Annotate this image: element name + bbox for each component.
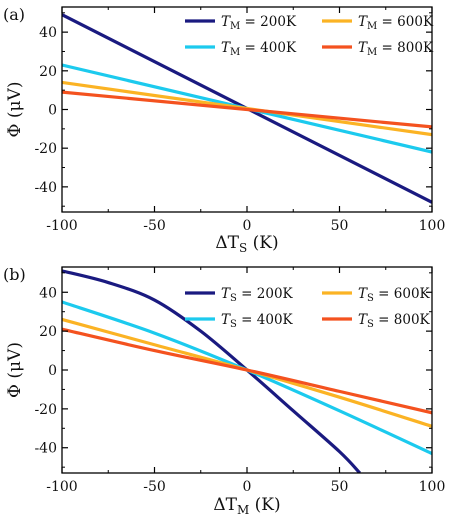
panel-a-y-tick-label: 20 <box>39 64 57 80</box>
panel-a-legend-var: T <box>221 14 231 30</box>
panel-b-series-line-600k <box>62 317 432 428</box>
panel-b-legend-eq: = <box>237 312 257 328</box>
panel-a-legend-var: T <box>358 40 368 56</box>
panel-b-legend-label-200k: TS = 200K <box>221 286 294 304</box>
panel-a-legend-sub: M <box>230 21 240 32</box>
panel-b-legend-eq: = <box>374 312 394 328</box>
panel-b-legend-sub: S <box>230 319 237 330</box>
panel-a-x-tick-label: 0 <box>243 218 252 234</box>
panel-a-legend-eq: = <box>377 14 397 30</box>
panel-b-legend-var: T <box>221 286 231 302</box>
panel-a-y-tick-label: -20 <box>34 141 57 157</box>
panel-a-x-axis-label: ΔTS (K) <box>215 233 278 255</box>
panel-b-legend-sub: S <box>367 319 374 330</box>
panel-a-series-line-800k <box>62 90 432 129</box>
panel-a-legend-val: 600K <box>397 14 434 30</box>
panel-b-panel-label: (b) <box>3 265 26 284</box>
panel-a-x-tick-label: -50 <box>143 218 166 234</box>
panel-a-y-tick-label: 40 <box>39 25 57 41</box>
panel-b-y-axis-label: Φ (μV) <box>5 342 25 398</box>
panel-b-legend-val: 800K <box>394 312 431 328</box>
panel-b-series-group <box>62 269 432 473</box>
panel-b-legend-var: T <box>221 312 231 328</box>
panel-a-x-tick-label: 100 <box>419 218 446 234</box>
panel-a-x-axis-label-unit: (K) <box>247 233 278 253</box>
panel-b-legend-var: T <box>358 286 368 302</box>
panel-a-legend-label-800k: TM = 800K <box>358 40 434 58</box>
panel-b-x-axis-label-sub: M <box>237 503 249 517</box>
panel-b-legend-eq: = <box>237 286 257 302</box>
panel-b-series-line-800k <box>62 327 432 415</box>
panel-a-x-axis-label-main: ΔT <box>215 233 239 253</box>
panel-a-y-tick-label: -40 <box>34 180 57 196</box>
panel-b-y-tick-label: 20 <box>39 324 57 340</box>
panel-a-legend-val: 200K <box>260 14 297 30</box>
panel-a-y-axis-label-main: Φ <box>5 124 25 138</box>
panel-b-y-tick-label: 0 <box>48 363 57 379</box>
panel-a-legend-var: T <box>358 14 368 30</box>
panel-b-x-axis-label: ΔTM (K) <box>213 495 280 517</box>
panel-b-legend-var: T <box>358 312 368 328</box>
panel-b-legend-val: 600K <box>394 286 431 302</box>
panel-b-legend-eq: = <box>374 286 394 302</box>
panel-b-legend-sub: S <box>230 293 237 304</box>
panel-a-x-axis-label-sub: S <box>239 241 247 255</box>
panel-a-legend-label-200k: TM = 200K <box>221 14 297 32</box>
panel-a-y-tick-label: 0 <box>48 103 57 119</box>
panel-a: -100 -50 0 50 100 -40 -20 0 20 40 ΔTS (K) Φ (μV) (a)… <box>3 5 445 255</box>
panel-b-legend-val: 400K <box>257 312 294 328</box>
panel-b-x-axis-label-main: ΔT <box>213 495 237 515</box>
panel-b-x-tick-label: 0 <box>243 479 252 495</box>
panel-a-legend-sub: M <box>367 21 377 32</box>
panel-a-y-axis-label: Φ (μV) <box>5 82 25 138</box>
panel-a-x-tick-label: -100 <box>46 218 77 234</box>
panel-a-x-tick-label: 50 <box>331 218 349 234</box>
panel-a-legend-sub: M <box>230 47 240 58</box>
panel-a-panel-label: (a) <box>3 5 25 24</box>
panel-b: -100 -50 0 50 100 -40 -20 0 20 40 ΔTM (K) Φ (μV) (b)… <box>3 265 445 517</box>
panel-b-y-tick-label: 40 <box>39 285 57 301</box>
panel-b-y-tick-label: -40 <box>34 441 57 457</box>
panel-a-legend-label-600k: TM = 600K <box>358 14 434 32</box>
panel-a-legend-eq: = <box>240 40 260 56</box>
panel-a-legend-val: 800K <box>397 40 434 56</box>
panel-a-series-group <box>62 13 432 204</box>
panel-a-legend-eq: = <box>377 40 397 56</box>
panel-b-x-tick-label: -50 <box>143 479 166 495</box>
panel-b-x-tick-label: 100 <box>419 479 446 495</box>
panel-b-legend-label-600k: TS = 600K <box>358 286 431 304</box>
panel-b-legend-label-800k: TS = 800K <box>358 312 431 330</box>
panel-a-legend-eq: = <box>240 14 260 30</box>
panel-b-legend-val: 200K <box>257 286 294 302</box>
panel-b-series-line-200k <box>62 269 362 473</box>
panel-b-x-tick-label: -100 <box>46 479 77 495</box>
panel-a-legend-label-400k: TM = 400K <box>221 40 297 58</box>
panel-a-y-axis-label-unit: (μV) <box>5 82 25 124</box>
panel-a-legend-val: 400K <box>260 40 297 56</box>
panel-b-legend-sub: S <box>367 293 374 304</box>
panel-b-y-axis-label-main: Φ <box>5 384 25 398</box>
panel-b-x-tick-label: 50 <box>331 479 349 495</box>
panel-b-y-tick-label: -20 <box>34 402 57 418</box>
panel-a-legend-sub: M <box>367 47 377 58</box>
panel-b-x-axis-label-unit: (K) <box>249 495 280 515</box>
panel-a-legend-var: T <box>221 40 231 56</box>
panel-b-legend-label-400k: TS = 400K <box>221 312 294 330</box>
panel-b-y-axis-label-unit: (μV) <box>5 342 25 384</box>
